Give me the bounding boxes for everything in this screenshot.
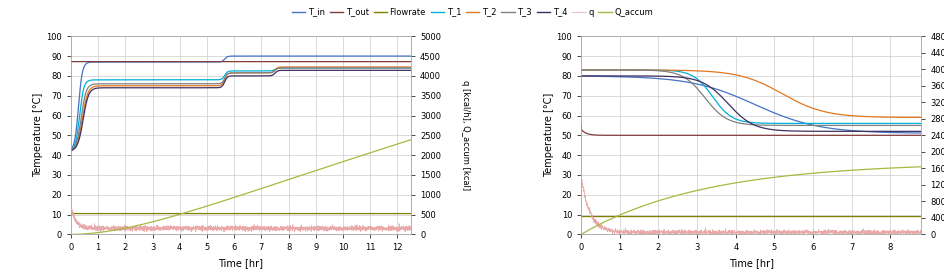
X-axis label: Time [hr]: Time [hr] xyxy=(218,258,263,268)
Y-axis label: q [kcal/h], Q_accum [kcal]: q [kcal/h], Q_accum [kcal] xyxy=(460,80,469,190)
Y-axis label: Temperature [°C]: Temperature [°C] xyxy=(543,93,553,177)
X-axis label: Time [hr]: Time [hr] xyxy=(728,258,773,268)
Legend: T_in, T_out, Flowrate, T_1, T_2, T_3, T_4, q, Q_accum: T_in, T_out, Flowrate, T_1, T_2, T_3, T_… xyxy=(288,4,656,20)
Y-axis label: Temperature [°C]: Temperature [°C] xyxy=(33,93,43,177)
